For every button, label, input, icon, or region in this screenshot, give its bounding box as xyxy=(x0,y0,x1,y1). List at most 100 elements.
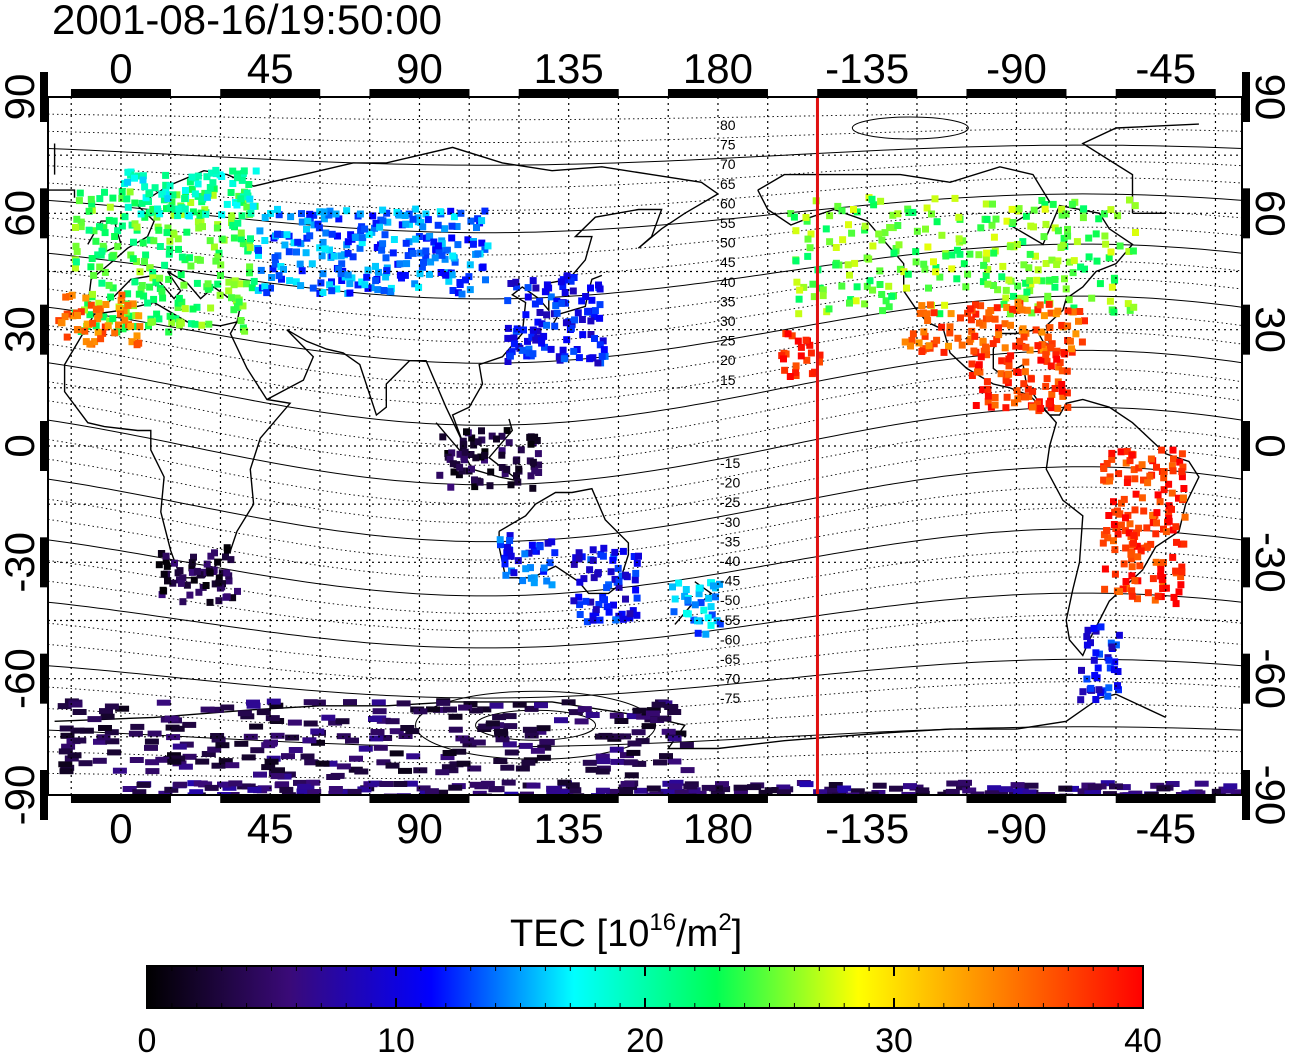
tec-point xyxy=(257,266,265,274)
tec-point xyxy=(107,293,115,301)
tec-point xyxy=(993,304,1001,312)
contour-line xyxy=(48,614,1242,666)
colorbar: TEC [1016/m2] 0 10 20 30 40 xyxy=(138,909,1162,1057)
tec-point xyxy=(159,586,167,594)
tec-point xyxy=(1177,573,1185,581)
tec-point xyxy=(556,356,564,364)
tec-point xyxy=(1108,283,1116,291)
tec-point xyxy=(195,758,210,765)
tec-point xyxy=(1090,656,1098,664)
tec-point xyxy=(1006,310,1014,318)
lat-label-left: -90 xyxy=(0,765,43,826)
tec-point xyxy=(426,232,434,240)
tec-point xyxy=(645,710,660,717)
tec-point xyxy=(596,314,604,322)
colorbar-tick-label: 10 xyxy=(377,1022,415,1057)
tec-point xyxy=(921,265,929,273)
tec-point xyxy=(792,227,800,235)
tec-point xyxy=(541,343,548,351)
tec-point xyxy=(77,218,85,226)
tec-point xyxy=(78,760,93,767)
tec-point xyxy=(1138,494,1146,502)
tec-point xyxy=(191,320,199,328)
tec-point xyxy=(1114,530,1122,538)
tec-point xyxy=(174,212,182,220)
tec-point xyxy=(504,749,519,756)
tec-point xyxy=(524,732,539,739)
tec-point xyxy=(591,307,599,315)
tec-point xyxy=(179,574,187,582)
tec-point xyxy=(1097,623,1105,631)
tec-point xyxy=(930,258,937,266)
tec-point xyxy=(635,552,642,560)
tec-point xyxy=(970,791,985,795)
tec-point xyxy=(278,275,285,283)
tec-point xyxy=(277,773,292,780)
tec-point xyxy=(441,225,449,233)
tec-point xyxy=(359,234,367,242)
contour-label: 55 xyxy=(720,215,736,231)
tec-point xyxy=(657,715,672,722)
tec-point xyxy=(816,358,823,366)
tec-point xyxy=(296,260,304,268)
tec-point xyxy=(119,325,127,333)
tec-point xyxy=(166,245,174,253)
tec-point xyxy=(1136,562,1144,570)
frame-tick xyxy=(1242,653,1250,704)
tec-point xyxy=(510,334,518,342)
tec-point xyxy=(185,212,193,220)
tec-point xyxy=(1018,306,1026,314)
tec-point xyxy=(87,263,95,271)
tec-point xyxy=(1085,253,1093,261)
tec-point xyxy=(438,251,446,259)
tec-point xyxy=(833,789,848,795)
tec-point xyxy=(1169,467,1177,475)
tec-point xyxy=(188,185,196,193)
tec-point xyxy=(426,706,440,713)
tec-point xyxy=(156,243,164,250)
tec-point xyxy=(807,349,815,357)
tec-point xyxy=(326,774,341,780)
tec-point xyxy=(587,284,594,292)
tec-point xyxy=(569,287,577,295)
tec-point xyxy=(187,199,195,206)
tec-point xyxy=(502,741,517,748)
tec-point xyxy=(1110,537,1117,545)
tec-point xyxy=(403,780,418,787)
tec-point xyxy=(424,788,439,795)
tec-point xyxy=(1114,682,1121,690)
tec-point xyxy=(984,790,999,795)
tec-point xyxy=(215,249,223,257)
tec-point xyxy=(609,556,617,564)
tec-point xyxy=(206,184,214,191)
tec-point xyxy=(358,745,373,752)
tec-point xyxy=(506,537,514,544)
tec-point xyxy=(574,309,582,317)
tec-point xyxy=(211,549,218,557)
tec-point xyxy=(404,252,412,260)
tec-point xyxy=(449,460,457,468)
tec-point xyxy=(596,301,604,309)
tec-point xyxy=(1107,206,1115,214)
tec-point xyxy=(846,299,853,307)
tec-point xyxy=(163,562,171,570)
tec-point xyxy=(1058,387,1066,395)
tec-point xyxy=(1101,565,1109,573)
tec-point xyxy=(243,280,251,288)
tec-point xyxy=(502,713,517,720)
tec-point xyxy=(1160,468,1168,475)
tec-point xyxy=(958,341,966,349)
tec-point xyxy=(1122,792,1137,795)
tec-point xyxy=(164,224,172,232)
tec-point xyxy=(348,274,356,282)
tec-point xyxy=(704,614,712,622)
tec-point xyxy=(474,438,482,446)
tec-point xyxy=(1130,532,1138,540)
tec-point xyxy=(839,236,847,244)
tec-point xyxy=(524,293,532,301)
tec-point xyxy=(520,791,534,795)
tec-point xyxy=(413,767,428,774)
tec-point xyxy=(1131,577,1139,584)
tec-point xyxy=(600,544,608,552)
tec-point xyxy=(145,198,152,205)
